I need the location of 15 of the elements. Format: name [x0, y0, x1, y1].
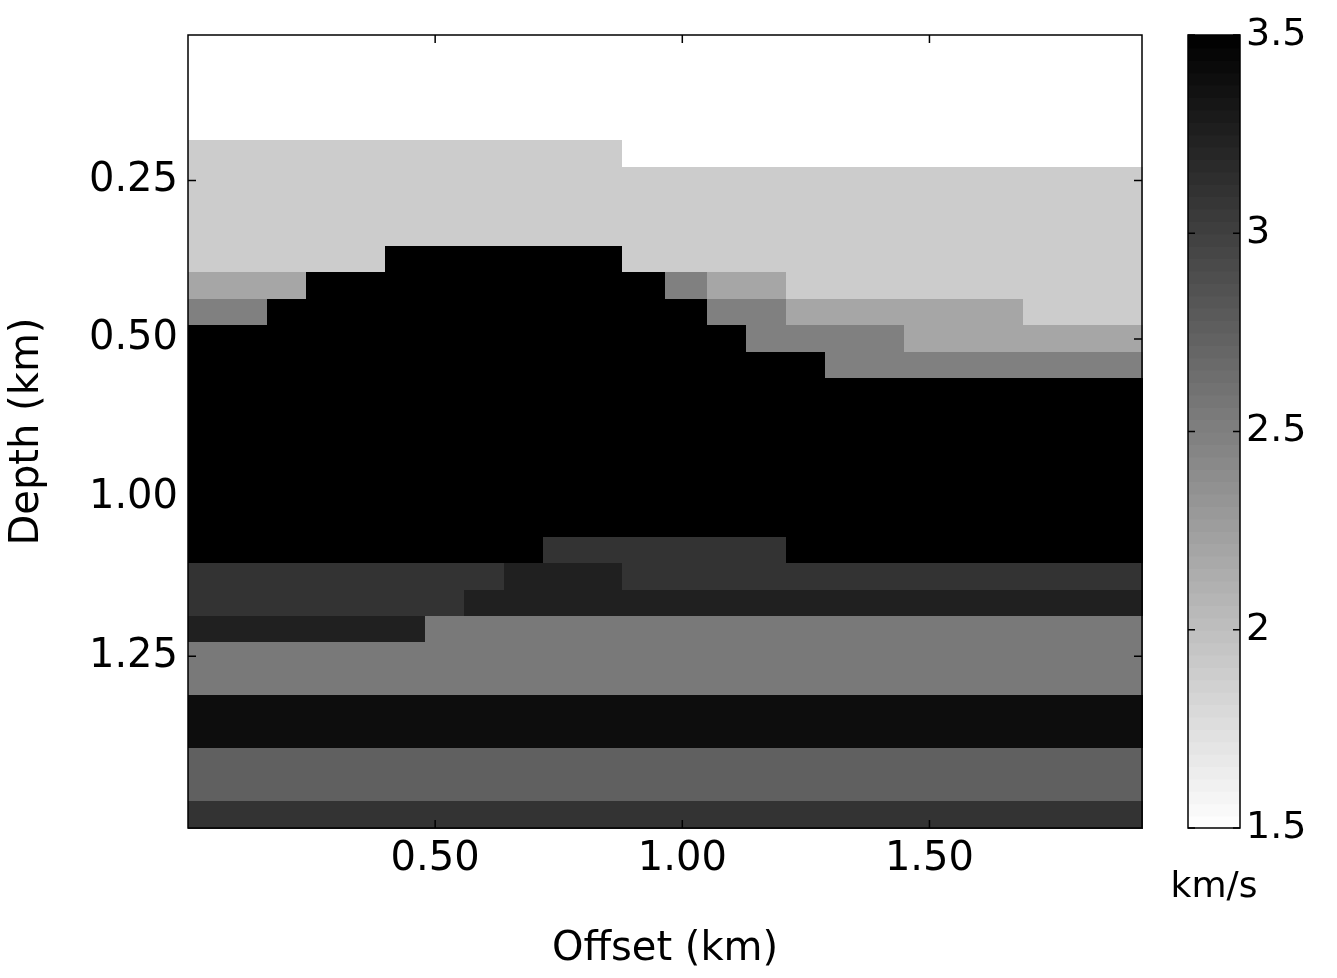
- color-bar-label: 2.5: [1246, 406, 1307, 451]
- x-tick-label: 1.50: [884, 833, 974, 880]
- color-bar-label: 1.5: [1246, 802, 1307, 847]
- x-axis-title: Offset (km): [551, 923, 779, 970]
- y-tick-label: 0.25: [88, 153, 178, 200]
- y-axis-title: Depth (km): [1, 317, 48, 546]
- y-tick-label: 1.25: [88, 629, 178, 676]
- color-bar-label: 3.5: [1246, 9, 1307, 54]
- y-tick-label: 0.50: [88, 312, 178, 359]
- color-bar-title: km/s: [1170, 864, 1258, 906]
- y-tick-label: 1.00: [88, 470, 178, 517]
- x-tick-label: 1.00: [637, 833, 727, 880]
- x-tick-label: 0.50: [390, 833, 480, 880]
- color-bar-label: 2: [1246, 604, 1271, 649]
- color-bar-label: 3: [1246, 208, 1271, 253]
